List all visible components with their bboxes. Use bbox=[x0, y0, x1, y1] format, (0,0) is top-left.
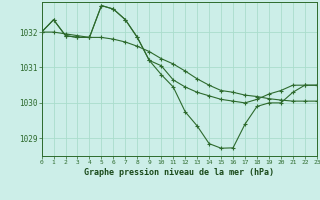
X-axis label: Graphe pression niveau de la mer (hPa): Graphe pression niveau de la mer (hPa) bbox=[84, 168, 274, 177]
